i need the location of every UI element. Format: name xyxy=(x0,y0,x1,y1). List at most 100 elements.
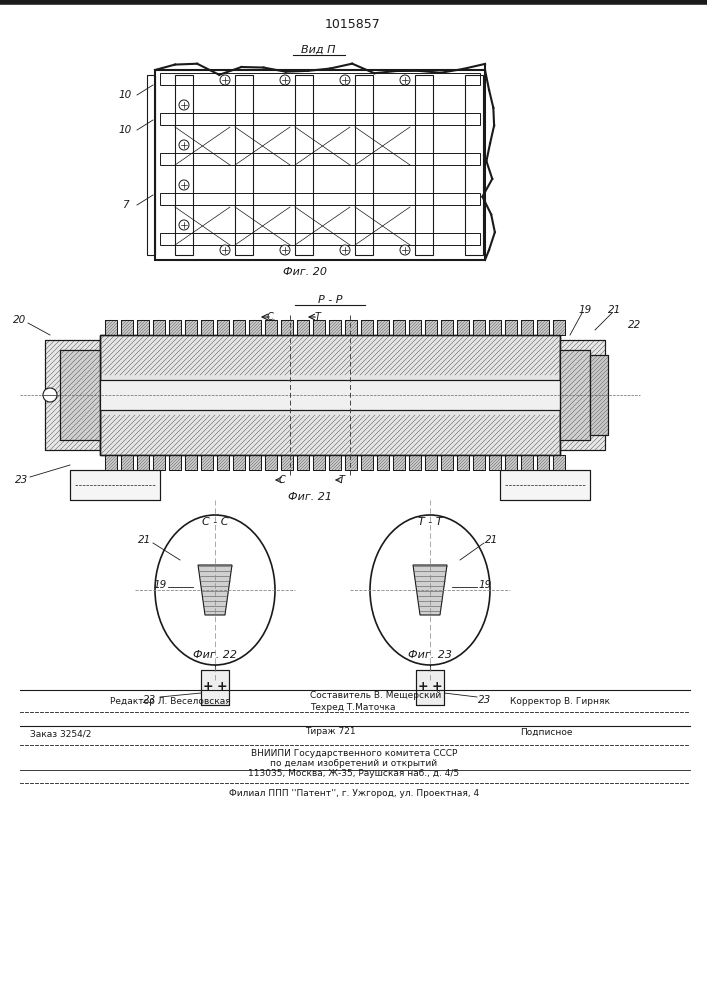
Bar xyxy=(201,320,213,335)
Bar xyxy=(297,320,309,335)
Bar xyxy=(185,455,197,470)
Bar xyxy=(489,320,501,335)
Bar xyxy=(100,380,560,410)
Text: Филиал ППП ''Патент'', г. Ужгород, ул. Проектная, 4: Филиал ППП ''Патент'', г. Ужгород, ул. П… xyxy=(229,788,479,798)
Text: по делам изобретений и открытий: по делам изобретений и открытий xyxy=(271,758,438,768)
Bar xyxy=(377,455,389,470)
Bar xyxy=(233,320,245,335)
Bar xyxy=(377,320,389,335)
Ellipse shape xyxy=(155,515,275,665)
Bar xyxy=(155,70,485,260)
Circle shape xyxy=(179,100,189,110)
Bar xyxy=(185,320,197,335)
Bar xyxy=(457,455,469,470)
Bar xyxy=(345,455,357,470)
Bar xyxy=(393,455,405,470)
Ellipse shape xyxy=(370,515,490,665)
Bar xyxy=(441,320,453,335)
Bar xyxy=(297,455,309,470)
Bar xyxy=(500,470,590,500)
Bar xyxy=(473,455,485,470)
Bar xyxy=(45,340,100,450)
Bar xyxy=(409,455,421,470)
Bar xyxy=(553,455,565,470)
Bar xyxy=(281,320,293,335)
Circle shape xyxy=(179,220,189,230)
Bar xyxy=(201,670,229,705)
Bar xyxy=(489,455,501,470)
Text: С - С: С - С xyxy=(201,517,228,527)
Bar xyxy=(185,320,197,335)
Bar xyxy=(409,320,421,335)
Bar xyxy=(560,350,590,440)
Bar xyxy=(377,320,389,335)
Bar xyxy=(100,335,560,455)
Bar xyxy=(233,455,245,470)
Bar xyxy=(160,113,480,125)
Bar xyxy=(70,470,160,500)
Text: Фиг. 20: Фиг. 20 xyxy=(283,267,327,277)
Bar xyxy=(425,320,437,335)
Text: Заказ 3254/2: Заказ 3254/2 xyxy=(30,730,91,738)
Bar xyxy=(100,380,560,410)
Bar xyxy=(313,320,325,335)
Bar xyxy=(233,455,245,470)
Text: +: + xyxy=(216,680,228,694)
Bar xyxy=(121,455,133,470)
Bar xyxy=(265,455,277,470)
Bar xyxy=(473,320,485,335)
Bar xyxy=(249,320,261,335)
Bar xyxy=(537,455,549,470)
Bar xyxy=(521,320,533,335)
Bar xyxy=(329,320,341,335)
Bar xyxy=(265,320,277,335)
Bar xyxy=(297,455,309,470)
Bar xyxy=(281,455,293,470)
Circle shape xyxy=(400,245,410,255)
Bar xyxy=(457,455,469,470)
Bar xyxy=(160,193,480,205)
Bar xyxy=(590,355,608,435)
Bar xyxy=(537,320,549,335)
Bar xyxy=(345,320,357,335)
Text: Редактор Л. Веселовская: Редактор Л. Веселовская xyxy=(110,696,230,706)
Bar xyxy=(521,320,533,335)
Bar xyxy=(553,455,565,470)
Bar xyxy=(441,455,453,470)
Bar xyxy=(265,320,277,335)
Bar xyxy=(505,320,517,335)
Text: 23: 23 xyxy=(144,695,157,705)
Bar xyxy=(105,455,117,470)
Bar xyxy=(329,455,341,470)
Bar xyxy=(153,455,165,470)
Bar xyxy=(393,455,405,470)
Text: 19: 19 xyxy=(578,305,592,315)
Circle shape xyxy=(340,75,350,85)
Text: 113035, Москва, Ж-35, Раушская наб., д. 4/5: 113035, Москва, Ж-35, Раушская наб., д. … xyxy=(248,768,460,778)
Text: +: + xyxy=(203,680,214,694)
Bar xyxy=(537,455,549,470)
Circle shape xyxy=(179,180,189,190)
Bar xyxy=(500,470,590,500)
Text: Техред Т.Маточка: Техред Т.Маточка xyxy=(310,702,395,712)
Bar xyxy=(105,320,117,335)
Bar xyxy=(457,320,469,335)
Bar xyxy=(153,320,165,335)
Bar xyxy=(249,320,261,335)
Polygon shape xyxy=(198,565,232,615)
Bar xyxy=(160,73,480,85)
Bar xyxy=(249,320,261,335)
Text: 7: 7 xyxy=(122,200,128,210)
Bar xyxy=(425,320,437,335)
Bar xyxy=(590,355,608,435)
Text: 23: 23 xyxy=(479,695,491,705)
Bar xyxy=(105,455,117,470)
Bar xyxy=(217,320,229,335)
Bar xyxy=(345,320,357,335)
Bar xyxy=(297,320,309,335)
Text: 21: 21 xyxy=(486,535,498,545)
Bar xyxy=(233,320,245,335)
Bar xyxy=(201,320,213,335)
Text: Т - Т: Т - Т xyxy=(418,517,443,527)
Bar xyxy=(329,455,341,470)
